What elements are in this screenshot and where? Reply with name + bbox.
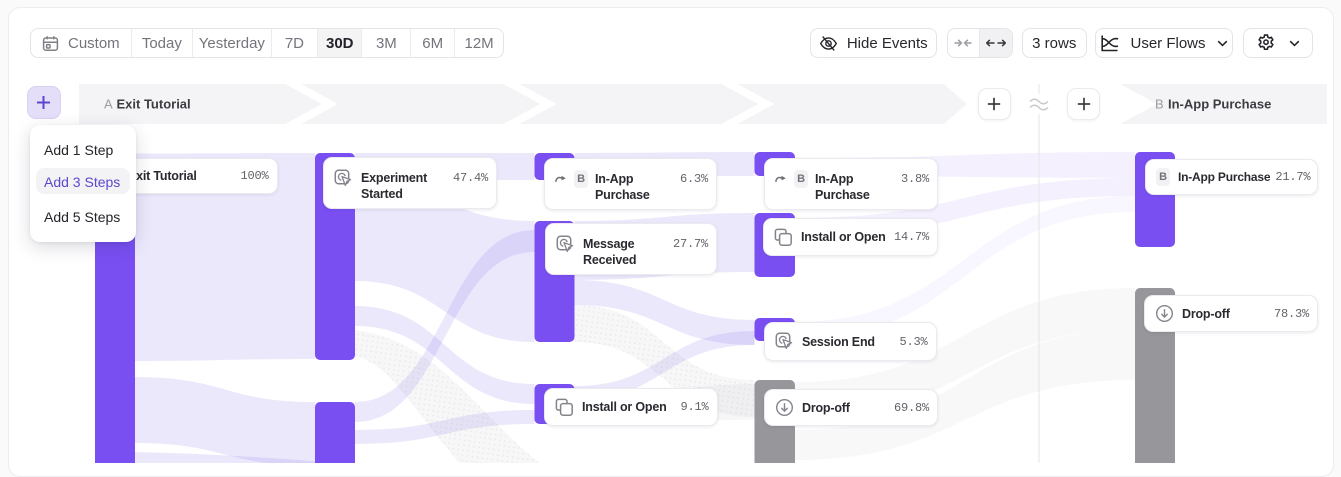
svg-text:A: A bbox=[104, 97, 113, 112]
svg-text:B: B bbox=[1155, 97, 1164, 112]
svg-text:In-App Purchase: In-App Purchase bbox=[1168, 97, 1271, 112]
svg-text:Exit Tutorial: Exit Tutorial bbox=[117, 97, 191, 112]
